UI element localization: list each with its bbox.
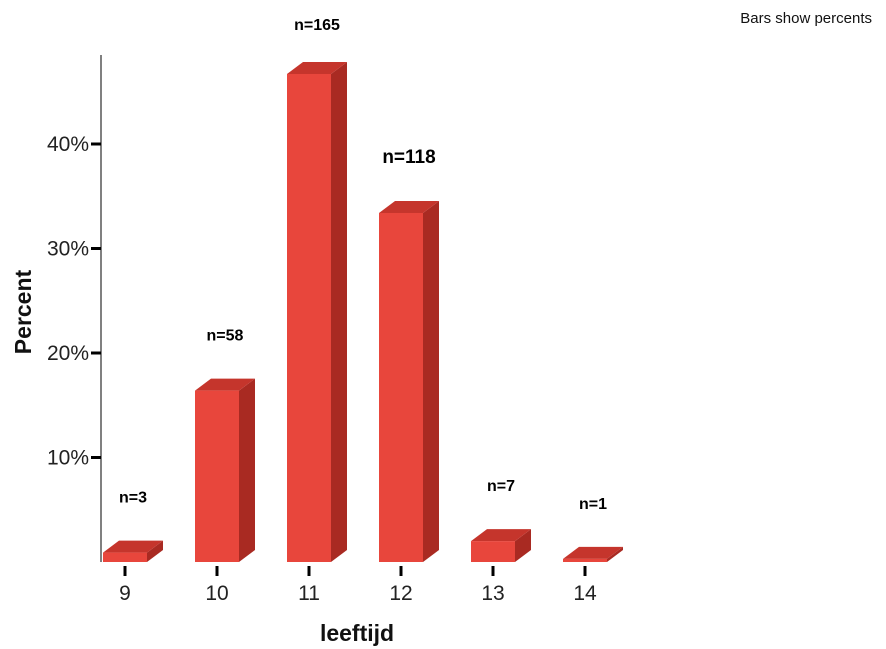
bar-14 <box>563 546 623 562</box>
y-tick-label: 40% <box>47 133 89 156</box>
bar-top-face <box>195 378 255 391</box>
data-label-n: n=3 <box>119 490 147 507</box>
bar-side-face <box>423 200 439 562</box>
bar-side-face <box>607 546 623 562</box>
bar-9 <box>103 540 163 562</box>
x-tick-label: 14 <box>573 582 597 605</box>
x-tick-label: 9 <box>119 582 131 605</box>
bar-10 <box>195 378 255 562</box>
bar-11 <box>287 61 347 563</box>
bar-front-face <box>471 541 515 562</box>
y-axis-title: Percent <box>10 269 36 354</box>
axes-layer: 10% 20% 30% 40% 9 10 11 12 13 14 <box>47 55 597 605</box>
y-tick-label: 10% <box>47 447 89 470</box>
bar-12 <box>379 200 439 562</box>
data-label-n: n=1 <box>579 496 607 513</box>
bar-front-face <box>103 552 147 562</box>
bars-layer <box>103 61 623 563</box>
bar-front-face <box>195 390 239 562</box>
x-axis-title: leeftijd <box>320 620 394 646</box>
data-label-n: n=118 <box>382 147 435 168</box>
x-tick-label: 13 <box>481 582 504 605</box>
data-label-n: n=7 <box>487 478 515 495</box>
bar-13 <box>471 529 531 562</box>
bar-top-face <box>471 529 531 542</box>
bar-front-face <box>379 212 423 562</box>
bars-show-percents-note: Bars show percents <box>740 10 872 27</box>
bar-side-face <box>515 529 531 562</box>
x-tick-label: 12 <box>389 582 412 605</box>
bar-side-face <box>239 378 255 562</box>
bar-top-face <box>103 540 163 553</box>
bar-side-face <box>331 61 347 563</box>
y-tick-label: 20% <box>47 342 89 365</box>
data-label-n: n=58 <box>207 328 244 345</box>
x-tick-label: 11 <box>298 582 320 605</box>
bar-top-face <box>379 200 439 213</box>
data-label-n: n=165 <box>294 17 340 34</box>
labels-layer: n=3 n=58 n=165 n=118 n=7 n=1 <box>119 17 607 513</box>
bar-front-face <box>563 558 607 562</box>
y-tick-label: 30% <box>47 238 89 261</box>
bar-top-face <box>287 61 347 74</box>
bar-front-face <box>287 73 331 563</box>
bar-top-face <box>563 546 623 559</box>
bar-side-face <box>147 540 163 562</box>
x-tick-label: 10 <box>205 582 228 605</box>
